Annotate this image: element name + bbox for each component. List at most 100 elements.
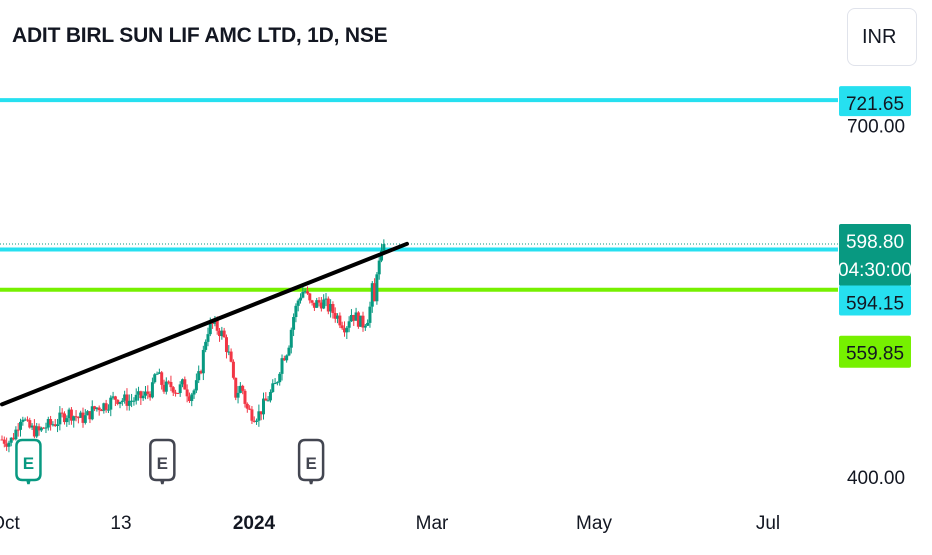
candle-body-98 — [227, 351, 231, 353]
candle-body-60 — [139, 391, 143, 399]
candle-body-31 — [72, 416, 76, 421]
candle-body-12 — [28, 420, 32, 428]
currency-button[interactable]: INR — [847, 8, 917, 66]
candle-body-125 — [289, 329, 293, 348]
candle-body-83 — [192, 390, 196, 395]
candle-body-150 — [347, 321, 351, 328]
level-tag-0-text-0: 721.65 — [846, 94, 904, 115]
x-tick-label-3: Mar — [416, 513, 449, 534]
candle-body-106 — [245, 403, 249, 409]
earnings-marker-2[interactable]: E — [297, 438, 325, 485]
horizontal-levels — [0, 98, 838, 292]
candle-body-161 — [373, 283, 377, 302]
candle-body-84 — [194, 380, 198, 391]
candle-body-39 — [90, 406, 94, 420]
candle-body-65 — [150, 382, 154, 398]
candle-body-99 — [229, 351, 233, 362]
candle-body-122 — [282, 358, 286, 361]
candle-body-76 — [176, 393, 180, 395]
candles — [0, 239, 386, 453]
candle-body-66 — [153, 374, 157, 383]
candle-body-55 — [127, 400, 131, 406]
candle-body-118 — [273, 383, 277, 385]
candle-body-56 — [130, 400, 134, 402]
candle-body-103 — [238, 385, 242, 393]
candle-body-104 — [241, 385, 245, 391]
candle-body-128 — [296, 300, 300, 306]
candle-body-80 — [185, 389, 189, 397]
candle-body-109 — [252, 420, 256, 422]
candle-body-32 — [74, 416, 78, 418]
candle-body-155 — [359, 315, 363, 327]
level-tag-1-text-0: 594.15 — [846, 293, 904, 314]
candle-body-133 — [308, 293, 312, 301]
candle-body-132 — [305, 291, 309, 294]
candle-body-25 — [58, 412, 62, 425]
candle-body-137 — [317, 300, 321, 303]
candle-body-126 — [292, 317, 296, 330]
candle-body-153 — [354, 312, 358, 321]
candle-body-129 — [299, 297, 303, 301]
candle-body-120 — [278, 373, 282, 383]
x-tick-label-1: 13 — [110, 513, 131, 534]
candle-body-77 — [178, 384, 182, 394]
x-tick-label-2: 2024 — [233, 513, 276, 534]
x-tick-label-4: May — [576, 513, 612, 534]
candle-body-8 — [19, 421, 23, 430]
candle-body-144 — [333, 312, 337, 319]
candle-body-163 — [377, 260, 381, 275]
candle-body-16 — [37, 426, 41, 431]
candle-body-156 — [361, 315, 365, 328]
earnings-marker-1[interactable]: E — [149, 438, 176, 485]
earnings-badge-2 — [297, 438, 325, 485]
candle-body-115 — [266, 400, 270, 402]
candle-body-100 — [231, 361, 235, 378]
candle-body-34 — [79, 412, 83, 418]
candle-body-142 — [329, 304, 333, 312]
candle-body-10 — [23, 419, 27, 421]
candle-body-102 — [236, 392, 240, 398]
candle-body-90 — [208, 322, 212, 335]
candle-body-143 — [331, 304, 335, 313]
candle-body-138 — [319, 302, 323, 309]
candle-body-85 — [197, 371, 201, 381]
candle-body-17 — [39, 427, 43, 431]
candle-body-111 — [257, 411, 261, 421]
candle-body-43 — [100, 410, 104, 412]
earnings-label-0: E — [23, 454, 34, 473]
y-tick-label-1: 400.00 — [847, 468, 905, 489]
candle-body-114 — [264, 398, 268, 401]
candle-body-5 — [12, 437, 16, 440]
candle-body-70 — [162, 384, 166, 392]
candle-body-96 — [222, 330, 226, 338]
candle-body-79 — [183, 379, 187, 390]
candle-body-157 — [363, 325, 367, 328]
candle-body-30 — [69, 409, 73, 421]
candle-body-72 — [167, 381, 171, 383]
candle-body-45 — [104, 403, 108, 410]
candle-body-121 — [280, 358, 284, 374]
candle-body-148 — [343, 328, 347, 333]
candle-body-97 — [224, 337, 228, 352]
earnings-marker-0[interactable]: E — [15, 438, 42, 485]
candle-body-162 — [375, 274, 379, 302]
candle-body-49 — [113, 396, 117, 400]
candle-body-89 — [206, 334, 210, 342]
level-tag-2-bg — [839, 335, 911, 368]
earnings-badge-0 — [15, 438, 42, 485]
candle-body-23 — [53, 424, 57, 427]
candle-body-33 — [76, 417, 80, 419]
candle-body-87 — [201, 349, 205, 374]
candle-body-59 — [137, 391, 141, 395]
candle-body-141 — [326, 298, 330, 312]
candle-body-152 — [352, 314, 356, 321]
candle-body-93 — [215, 320, 219, 331]
candle-body-130 — [301, 292, 305, 298]
candle-body-52 — [120, 400, 124, 402]
candle-body-108 — [250, 409, 254, 421]
candle-body-14 — [32, 425, 36, 437]
candle-body-62 — [143, 391, 147, 396]
